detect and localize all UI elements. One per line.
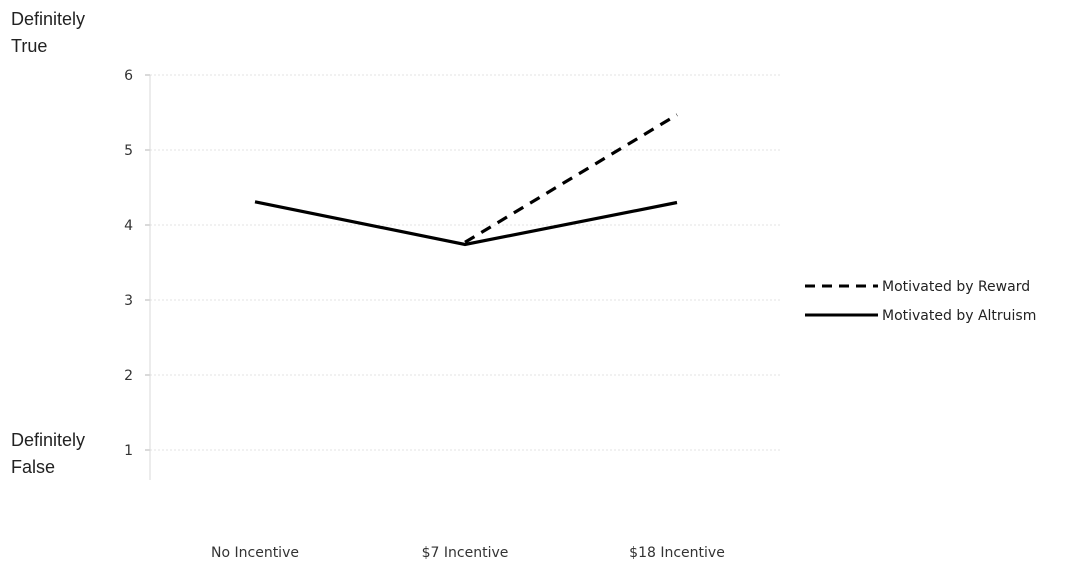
y-tick-label-5: 5 — [124, 143, 133, 159]
y-tick-label-6: 6 — [124, 68, 133, 84]
y-tick-label-1: 1 — [124, 443, 133, 459]
legend: Motivated by Reward Motivated by Altruis… — [805, 279, 1036, 324]
series-line-motivated-by-altruism — [254, 200, 678, 247]
y-tick-label-2: 2 — [124, 368, 133, 384]
y-tick-labels: 1 2 3 4 5 6 — [124, 68, 133, 459]
y-bottom-anchor-label-line1: Definitely — [11, 430, 85, 450]
series-lines — [254, 113, 678, 247]
gridlines — [145, 74, 782, 451]
x-tick-label-1: No Incentive — [211, 545, 299, 561]
series-line-motivated-by-reward — [464, 113, 678, 244]
y-bottom-anchor-label-line2: False — [11, 457, 55, 477]
legend-label-reward: Motivated by Reward — [882, 279, 1030, 295]
y-top-anchor-label-line2: True — [11, 36, 47, 56]
x-tick-label-3: $18 Incentive — [629, 545, 725, 561]
x-tick-labels: No Incentive $7 Incentive $18 Incentive — [211, 545, 725, 561]
legend-label-altruism: Motivated by Altruism — [882, 308, 1036, 324]
y-top-anchor-label-line1: Definitely — [11, 9, 85, 29]
x-tick-label-2: $7 Incentive — [422, 545, 509, 561]
y-tick-label-4: 4 — [124, 218, 133, 234]
y-tick-label-3: 3 — [124, 293, 133, 309]
